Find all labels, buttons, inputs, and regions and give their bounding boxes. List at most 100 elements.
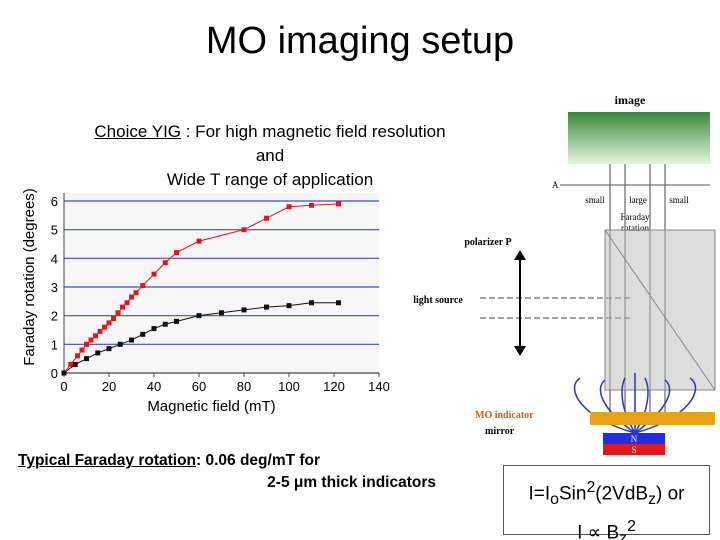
y-tick-label: 1 [51, 337, 58, 352]
label: MO indicator [475, 410, 534, 421]
data-point [151, 326, 157, 332]
f: I=I [528, 483, 551, 505]
typical-line: 2-5 μm thick indicators [267, 474, 436, 491]
data-point [68, 361, 74, 367]
x-tick-label: 140 [368, 379, 390, 394]
data-point [151, 271, 157, 277]
typical-rest: : 0.06 deg/mT for [196, 452, 321, 469]
data-point [115, 310, 121, 316]
x-tick-label: 100 [278, 379, 300, 394]
f: 2 [586, 479, 596, 496]
slide-title: MO imaging setup [205, 20, 515, 62]
x-axis-label: Magnetic field (mT) [147, 398, 275, 415]
data-point [88, 337, 94, 343]
label: A [552, 180, 559, 190]
data-point [286, 204, 292, 210]
data-point [95, 350, 101, 356]
data-point [162, 321, 168, 327]
f: o [550, 491, 559, 509]
choice-line: and [255, 146, 285, 165]
label: small [585, 195, 605, 205]
setup-diagram: image A small large small Faraday rotati… [413, 93, 716, 455]
data-point [196, 313, 202, 319]
magnet-south [603, 444, 665, 455]
x-tick-label: 0 [60, 379, 67, 394]
data-point [309, 202, 314, 208]
data-point [129, 337, 134, 343]
splitter-diagonal [604, 229, 716, 391]
f: z [619, 530, 628, 540]
choice-rest: : For high magnetic field resolution [181, 122, 446, 141]
label: mirror [485, 426, 515, 437]
f: ) or [655, 483, 685, 505]
typical-label: Typical Faraday rotation [18, 452, 197, 469]
f: Sin [558, 483, 587, 505]
y-tick-label: 2 [51, 309, 58, 324]
data-point [106, 346, 112, 352]
data-point [241, 307, 247, 313]
data-point [84, 356, 89, 362]
image-screen [568, 112, 710, 164]
typical-text: Typical Faraday rotation: 0.06 deg/mT fo… [18, 450, 436, 494]
label: light source [413, 295, 463, 306]
formula-box: I=IoSin2(2VdBz) or I ∝ Bz2 [503, 465, 710, 540]
data-point [97, 328, 103, 334]
data-point [120, 304, 125, 310]
data-point [241, 227, 247, 233]
data-point [111, 316, 116, 322]
label: small [669, 195, 689, 205]
label: large [629, 195, 647, 205]
x-tick-label: 60 [192, 379, 206, 394]
f: I ∝ B [577, 522, 620, 540]
label: rotation [621, 223, 649, 233]
f: z [648, 491, 656, 509]
data-point [61, 370, 67, 376]
data-point [93, 333, 98, 339]
data-point [162, 260, 168, 266]
y-tick-label: 3 [51, 280, 58, 295]
data-point [79, 347, 85, 353]
data-point [124, 300, 130, 306]
data-point [140, 331, 146, 337]
f: (2VdB [595, 483, 649, 505]
y-tick-label: 6 [51, 194, 58, 209]
plot-area [64, 193, 379, 373]
formula-line: I=IoSin2(2VdBz) or [504, 474, 709, 513]
y-tick-label: 4 [51, 251, 58, 266]
data-point [75, 353, 80, 359]
x-tick-label: 120 [323, 379, 345, 394]
magnet-north [603, 433, 665, 444]
data-point [129, 294, 134, 300]
field-lines [573, 373, 697, 434]
label: N [631, 434, 638, 444]
data-point [84, 341, 89, 347]
data-point [336, 201, 341, 207]
data-point [196, 238, 202, 244]
data-point [174, 318, 179, 324]
data-point [264, 304, 269, 310]
y-axis-label: Faraday rotation (degrees) [21, 188, 38, 366]
x-tick-label: 80 [237, 379, 251, 394]
x-tick-label: 20 [102, 379, 116, 394]
f: 2 [627, 518, 636, 536]
choice-line: Wide T range of application [166, 170, 374, 189]
choice-text: Choice YIG : For high magnetic field res… [10, 120, 530, 192]
data-point [140, 283, 146, 289]
label: S [631, 445, 636, 455]
data-point [286, 303, 292, 309]
label: polarizer P [464, 237, 511, 248]
data-point [264, 215, 269, 221]
data-point [72, 361, 78, 367]
data-point [309, 300, 314, 306]
mo-indicator [590, 412, 715, 425]
data-point [102, 324, 107, 330]
data-point [106, 320, 112, 326]
formula-line: I ∝ Bz2 [504, 513, 709, 540]
x-tick-label: 40 [147, 379, 161, 394]
data-point [336, 300, 341, 306]
y-tick-label: 5 [51, 223, 58, 238]
choice-label: Choice YIG [94, 122, 182, 141]
data-point [133, 290, 139, 296]
label: image [615, 93, 646, 107]
